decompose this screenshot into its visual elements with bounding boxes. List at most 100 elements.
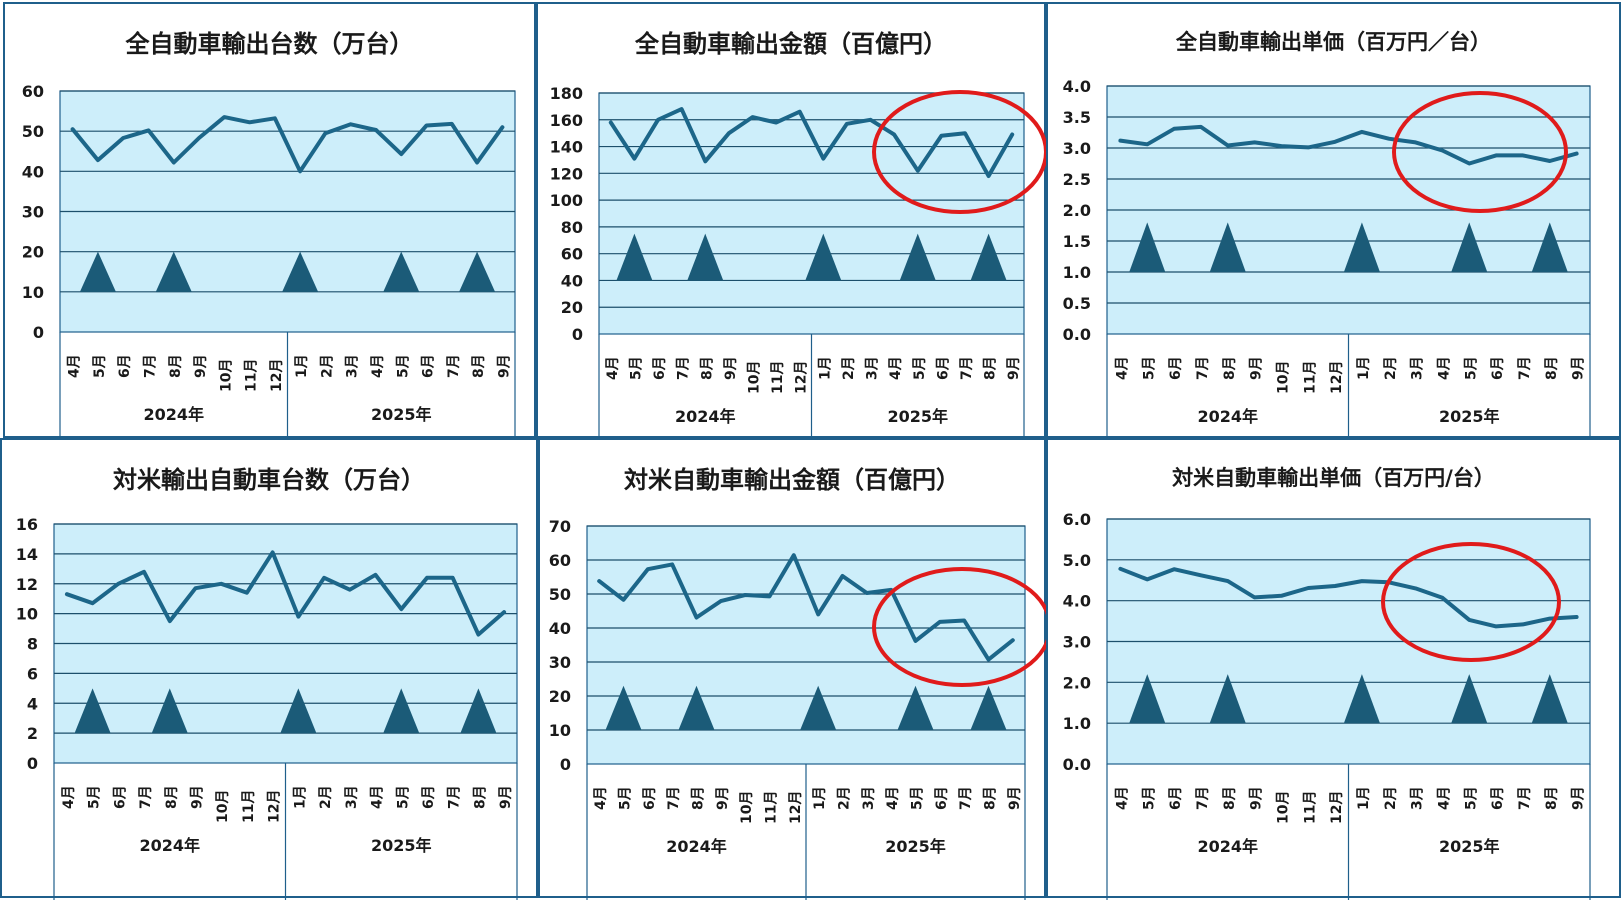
data-point [656,118,660,122]
year-label: 2025年 [1439,837,1500,856]
y-tick-label: 100 [550,191,583,210]
data-point [1494,624,1498,628]
x-tick-label: 9月 [498,785,514,809]
x-tick-label: 2月 [1383,356,1399,380]
x-tick-label: 6月 [934,786,950,810]
x-tick-label: 6月 [1490,356,1506,380]
triangle-marker [79,251,116,292]
data-point [1494,153,1498,157]
y-tick-label: 160 [550,111,583,130]
triangle-marker [800,685,837,730]
triangle-marker [151,688,188,734]
data-point [399,607,403,611]
year-label: 2024年 [666,837,727,856]
x-tick-label: 9月 [496,354,512,378]
y-tick-label: 60 [549,551,571,570]
data-point [987,658,990,662]
y-tick-label: 10 [549,721,571,740]
data-point [273,116,277,120]
x-tick-label: 10月 [1275,361,1291,394]
y-tick-label: 1.0 [1063,714,1091,733]
triangle-marker [1531,674,1568,724]
y-tick-label: 2 [27,724,38,743]
triangle-marker [459,251,496,292]
chart-title: 全自動車輸出金額（百億円） [635,30,947,58]
chart-svg: 0 10 20 30 40 50 60 4月 5月 6月 7月 8月 9月 10月 11月 12月 1月 2月 3月… [22,82,516,440]
data-point [348,588,352,592]
x-tick-label: 5月 [1141,356,1157,380]
x-tick-label: 12月 [267,790,283,823]
x-tick-label: 7月 [958,786,974,810]
data-point [1253,595,1257,599]
x-tick-label: 10月 [218,359,234,392]
data-point [1575,615,1579,619]
x-tick-label: 2月 [841,356,857,380]
data-point [792,553,796,557]
y-tick-label: 4.0 [1063,592,1091,611]
chart-svg: 0 2 4 6 8 10 12 14 16 4月 5月 6月 7月 8月 9月 10月 11月 12月 1月 2月 3月… [16,515,518,900]
triangle-marker [383,688,420,734]
y-tick-label: 1.5 [1063,232,1091,251]
x-tick-label: 12月 [269,359,285,392]
x-tick-label: 9月 [1571,786,1587,810]
x-tick-label: 5月 [395,785,411,809]
data-point [142,570,146,574]
chart-svg: 0 20 40 60 80 100 120 140 160 180 4月 5月 6月 7月 8月 9月 10月 1… [550,84,1048,440]
x-tick-label: 2月 [837,786,853,810]
x-tick-label: 2月 [318,785,334,809]
x-tick-label: 7月 [1517,356,1533,380]
panel-us-unit-price: 対米自動車輸出単価（百万円/台） 0.0 1.0 2.0 3.0 4.0 5.0 6.0 4月… [1046,438,1621,900]
data-point [1226,144,1230,148]
data-point [1360,130,1364,134]
triangle-marker [1531,222,1568,272]
y-tick-label: 10 [16,605,38,624]
year-label: 2024年 [143,405,204,424]
data-point [841,574,844,578]
x-tick-label: 2月 [1383,786,1399,810]
data-point [1279,594,1283,598]
data-point [399,152,403,156]
y-tick-label: 20 [561,298,583,317]
triangle-marker [1209,674,1246,724]
y-tick-label: 0.0 [1063,755,1091,774]
triangle-marker [460,688,497,734]
data-point [1440,148,1444,152]
data-point [168,619,172,623]
data-point [91,601,95,605]
data-point [768,594,771,598]
x-tick-label: 8月 [1544,356,1560,380]
y-tick-label: 0.0 [1063,325,1091,344]
year-label: 2025年 [1439,407,1500,426]
year-label: 2024年 [675,407,736,426]
data-point [65,592,69,596]
highlight-ellipse [1381,542,1561,662]
series-line [64,550,507,637]
triangle-marker [899,233,936,281]
x-tick-label: 9月 [193,354,209,378]
x-tick-label: 8月 [691,786,707,810]
data-point [798,110,802,114]
y-tick-label: 0 [560,755,571,774]
x-tick-label: 2月 [319,354,335,378]
data-point [670,562,674,566]
x-tick-label: 3月 [345,354,361,378]
data-point [193,586,197,590]
data-point [1306,586,1310,590]
triangle-marker [605,685,642,730]
data-point [1145,142,1149,146]
y-tick-label: 6 [27,664,38,683]
y-tick-label: 50 [22,122,44,141]
x-tick-label: 10月 [215,790,231,823]
data-point [1467,162,1471,165]
data-point [172,160,176,164]
x-tick-label: 1月 [812,786,828,810]
data-point [1199,125,1203,129]
data-point [622,598,625,602]
triangle-marker [678,685,715,730]
triangle-marker [383,251,420,292]
chart-title: 対米自動車輸出金額（百億円） [624,466,960,494]
x-tick-label: 1月 [1356,356,1372,380]
x-tick-label: 8月 [164,785,180,809]
panel-total-units: 全自動車輸出台数（万台） 0 10 20 30 40 50 60 4月 5月 6月 7月 8月 9月 10… [3,2,536,440]
series-line [1118,124,1579,166]
